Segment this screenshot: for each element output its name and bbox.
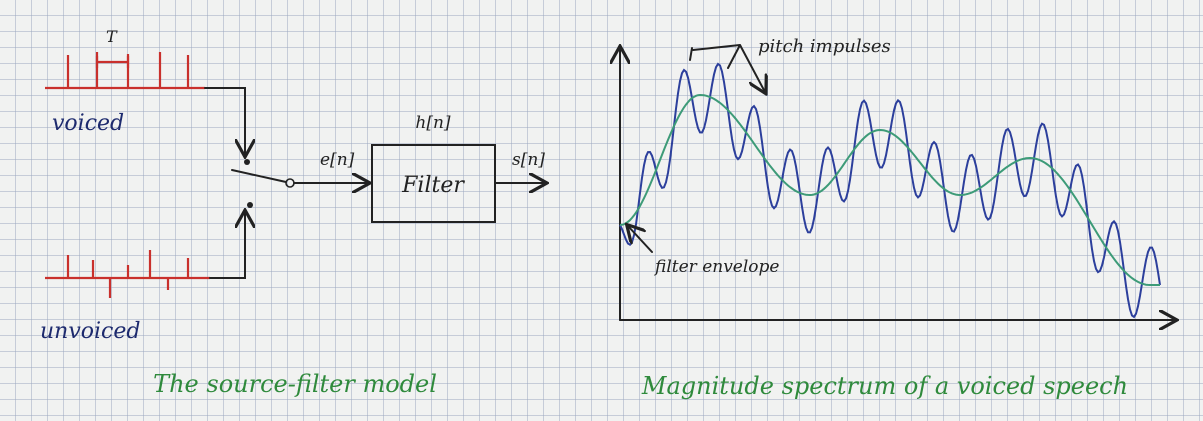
left-caption: The source-filter model	[153, 370, 437, 398]
voiced-label: voiced	[52, 111, 124, 136]
switch-contact	[244, 159, 250, 165]
grid	[0, 0, 1203, 421]
filter-label: Filter	[401, 173, 465, 198]
excitation-label: e[n]	[320, 150, 355, 170]
unvoiced-label: unvoiced	[40, 319, 140, 344]
switch-contact	[247, 202, 253, 208]
period-label: T	[106, 27, 118, 46]
impulse-response-label: h[n]	[415, 113, 451, 133]
output-label: s[n]	[512, 150, 545, 170]
right-caption: Magnitude spectrum of a voiced speech	[641, 372, 1128, 400]
envelope-label: filter envelope	[653, 257, 780, 277]
page: T voiced unvoiced e[n] h[n] Filter s[n] …	[0, 0, 1203, 421]
pitch-label: pitch impulses	[758, 36, 891, 57]
